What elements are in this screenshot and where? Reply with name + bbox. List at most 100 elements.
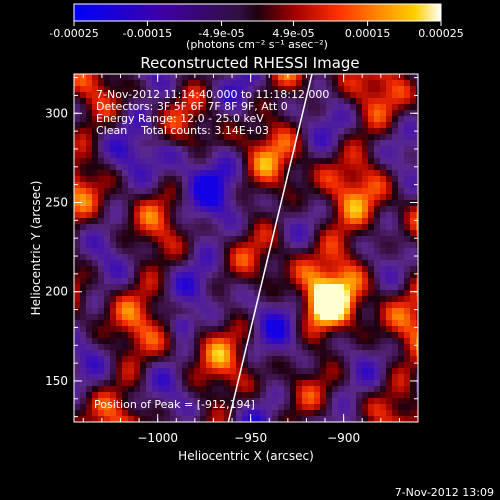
- heatmap-cell: [290, 392, 297, 399]
- heatmap-cell: [338, 122, 345, 129]
- heatmap-cell: [356, 200, 363, 207]
- heatmap-cell: [200, 332, 207, 339]
- heatmap-cell: [332, 254, 339, 261]
- heatmap-cell: [278, 212, 285, 219]
- heatmap-cell: [158, 326, 165, 333]
- heatmap-cell: [296, 176, 303, 183]
- heatmap-cell: [260, 212, 267, 219]
- heatmap-cell: [350, 416, 357, 422]
- heatmap-cell: [134, 392, 141, 399]
- heatmap-cell: [302, 308, 309, 315]
- heatmap-cell: [356, 410, 363, 417]
- heatmap-cell: [92, 326, 99, 333]
- heatmap-cell: [182, 362, 189, 369]
- heatmap-cell: [152, 344, 159, 351]
- heatmap-cell: [308, 392, 315, 399]
- heatmap-cell: [416, 98, 418, 105]
- heatmap-cell: [86, 386, 93, 393]
- heatmap-cell: [278, 86, 285, 93]
- heatmap-cell: [176, 134, 183, 141]
- heatmap-cell: [374, 242, 381, 249]
- heatmap-cell: [374, 182, 381, 189]
- heatmap-cell: [368, 404, 375, 411]
- heatmap-cell: [218, 344, 225, 351]
- heatmap-cell: [416, 410, 418, 417]
- heatmap-cell: [290, 200, 297, 207]
- heatmap-cell: [350, 80, 357, 87]
- heatmap-cell: [146, 278, 153, 285]
- heatmap-cell: [326, 134, 333, 141]
- heatmap-cell: [338, 392, 345, 399]
- heatmap-cell: [194, 74, 201, 81]
- heatmap-cell: [248, 188, 255, 195]
- heatmap-cell: [404, 230, 411, 237]
- heatmap-cell: [398, 290, 405, 297]
- heatmap-cell: [218, 134, 225, 141]
- heatmap-cell: [122, 224, 129, 231]
- heatmap-cell: [188, 74, 195, 81]
- heatmap-cell: [272, 230, 279, 237]
- heatmap-cell: [104, 188, 111, 195]
- heatmap-cell: [410, 374, 417, 381]
- heatmap-cell: [188, 362, 195, 369]
- heatmap-cell: [416, 212, 418, 219]
- heatmap-cell: [212, 266, 219, 273]
- heatmap-cell: [134, 182, 141, 189]
- heatmap-cell: [284, 266, 291, 273]
- heatmap-cell: [110, 326, 117, 333]
- heatmap-cell: [92, 212, 99, 219]
- heatmap-cell: [242, 338, 249, 345]
- heatmap-cell: [212, 260, 219, 267]
- heatmap-cell: [350, 104, 357, 111]
- heatmap-cell: [134, 116, 141, 123]
- heatmap-cell: [374, 410, 381, 417]
- heatmap-cell: [86, 152, 93, 159]
- heatmap-cell: [272, 278, 279, 285]
- heatmap-cell: [218, 152, 225, 159]
- heatmap-cell: [128, 290, 135, 297]
- heatmap-cell: [302, 146, 309, 153]
- heatmap-cell: [410, 176, 417, 183]
- heatmap-cell: [134, 332, 141, 339]
- heatmap-cell: [344, 218, 351, 225]
- heatmap-cell: [116, 80, 123, 87]
- heatmap-cell: [230, 284, 237, 291]
- heatmap-cell: [254, 350, 261, 357]
- heatmap-cell: [158, 80, 165, 87]
- heatmap-cell: [272, 92, 279, 99]
- heatmap-cell: [260, 122, 267, 129]
- heatmap-cell: [170, 80, 177, 87]
- heatmap-cell: [410, 332, 417, 339]
- heatmap-cell: [398, 308, 405, 315]
- heatmap-cell: [350, 374, 357, 381]
- heatmap-cell: [110, 248, 117, 255]
- heatmap-cell: [188, 200, 195, 207]
- heatmap-cell: [194, 320, 201, 327]
- heatmap-cell: [278, 230, 285, 237]
- heatmap-cell: [92, 356, 99, 363]
- heatmap-cell: [356, 350, 363, 357]
- heatmap-cell: [380, 218, 387, 225]
- heatmap-cell: [272, 158, 279, 165]
- heatmap-cell: [92, 272, 99, 279]
- heatmap-cell: [200, 308, 207, 315]
- heatmap-cell: [248, 74, 255, 81]
- heatmap-cell: [152, 368, 159, 375]
- heatmap-cell: [338, 308, 345, 315]
- heatmap-cell: [146, 386, 153, 393]
- heatmap-cell: [248, 164, 255, 171]
- heatmap-cell: [392, 236, 399, 243]
- heatmap-cell: [374, 74, 381, 81]
- heatmap-cell: [368, 314, 375, 321]
- heatmap-cell: [86, 128, 93, 135]
- heatmap-cell: [224, 242, 231, 249]
- heatmap-cell: [188, 236, 195, 243]
- heatmap-cell: [242, 170, 249, 177]
- heatmap-cell: [296, 230, 303, 237]
- heatmap-cell: [350, 338, 357, 345]
- heatmap-cell: [224, 356, 231, 363]
- heatmap-cell: [356, 224, 363, 231]
- heatmap-cell: [86, 392, 93, 399]
- heatmap-cell: [362, 248, 369, 255]
- heatmap-cell: [374, 326, 381, 333]
